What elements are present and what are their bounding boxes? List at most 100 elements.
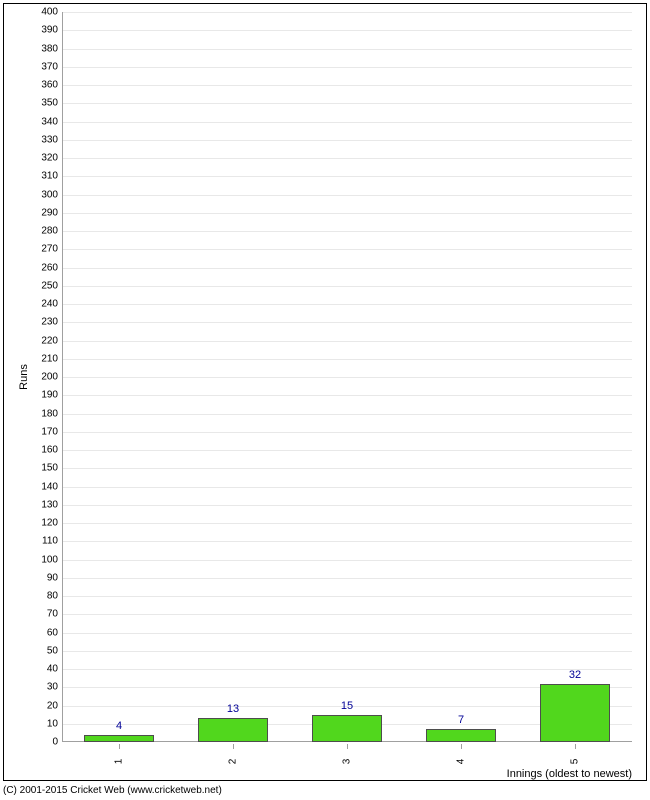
x-tick: [575, 744, 576, 749]
bar: [540, 684, 611, 742]
y-tick-label: 50: [18, 645, 58, 656]
y-tick-label: 20: [18, 700, 58, 711]
y-tick-label: 190: [18, 390, 58, 401]
y-tick-label: 240: [18, 299, 58, 310]
y-tick-label: 130: [18, 499, 58, 510]
grid-line: [63, 322, 632, 323]
y-tick-label: 360: [18, 80, 58, 91]
grid-line: [63, 414, 632, 415]
grid-line: [63, 541, 632, 542]
bar: [198, 718, 269, 742]
y-tick-label: 120: [18, 518, 58, 529]
grid-line: [63, 30, 632, 31]
bar: [312, 715, 383, 742]
grid-line: [63, 487, 632, 488]
grid-line: [63, 103, 632, 104]
y-tick-label: 310: [18, 171, 58, 182]
grid-line: [63, 85, 632, 86]
grid-line: [63, 195, 632, 196]
y-tick-label: 350: [18, 98, 58, 109]
x-tick-label: 5: [570, 752, 581, 772]
bar-value-label: 4: [116, 720, 122, 732]
grid-line: [63, 249, 632, 250]
copyright-text: (C) 2001-2015 Cricket Web (www.cricketwe…: [3, 785, 222, 796]
y-tick-label: 320: [18, 153, 58, 164]
grid-line: [63, 140, 632, 141]
x-tick: [119, 744, 120, 749]
plot-area: [62, 12, 632, 742]
grid-line: [63, 523, 632, 524]
y-tick-label: 250: [18, 280, 58, 291]
y-tick-label: 170: [18, 426, 58, 437]
grid-line: [63, 268, 632, 269]
grid-line: [63, 176, 632, 177]
grid-line: [63, 505, 632, 506]
y-tick-label: 90: [18, 572, 58, 583]
y-tick-label: 10: [18, 718, 58, 729]
y-tick-label: 60: [18, 627, 58, 638]
y-tick-label: 140: [18, 481, 58, 492]
grid-line: [63, 395, 632, 396]
bar-value-label: 32: [569, 669, 581, 681]
y-tick-label: 260: [18, 262, 58, 273]
y-tick-label: 300: [18, 189, 58, 200]
y-tick-label: 80: [18, 591, 58, 602]
grid-line: [63, 651, 632, 652]
x-tick-label: 1: [114, 752, 125, 772]
grid-line: [63, 12, 632, 13]
y-tick-label: 340: [18, 116, 58, 127]
grid-line: [63, 633, 632, 634]
grid-line: [63, 158, 632, 159]
grid-line: [63, 468, 632, 469]
bar-value-label: 7: [458, 714, 464, 726]
grid-line: [63, 669, 632, 670]
grid-line: [63, 359, 632, 360]
bar-value-label: 15: [341, 700, 353, 712]
y-tick-label: 0: [18, 737, 58, 748]
bar: [84, 735, 155, 742]
grid-line: [63, 67, 632, 68]
y-tick-label: 100: [18, 554, 58, 565]
y-tick-label: 160: [18, 445, 58, 456]
y-tick-label: 200: [18, 372, 58, 383]
grid-line: [63, 614, 632, 615]
y-tick-label: 380: [18, 43, 58, 54]
y-tick-label: 220: [18, 335, 58, 346]
grid-line: [63, 377, 632, 378]
y-tick-label: 110: [18, 536, 58, 547]
x-tick: [347, 744, 348, 749]
grid-line: [63, 578, 632, 579]
y-tick-label: 180: [18, 408, 58, 419]
x-tick-label: 3: [342, 752, 353, 772]
y-tick-label: 370: [18, 61, 58, 72]
grid-line: [63, 341, 632, 342]
y-tick-label: 30: [18, 682, 58, 693]
y-tick-label: 230: [18, 317, 58, 328]
x-tick-label: 4: [456, 752, 467, 772]
bar-value-label: 13: [227, 703, 239, 715]
y-tick-label: 70: [18, 609, 58, 620]
grid-line: [63, 122, 632, 123]
grid-line: [63, 213, 632, 214]
grid-line: [63, 304, 632, 305]
x-tick: [233, 744, 234, 749]
y-tick-label: 290: [18, 207, 58, 218]
y-tick-label: 330: [18, 134, 58, 145]
grid-line: [63, 49, 632, 50]
y-tick-label: 150: [18, 463, 58, 474]
grid-line: [63, 231, 632, 232]
x-tick-label: 2: [228, 752, 239, 772]
y-tick-label: 390: [18, 25, 58, 36]
x-tick: [461, 744, 462, 749]
y-tick-label: 280: [18, 226, 58, 237]
grid-line: [63, 432, 632, 433]
grid-line: [63, 286, 632, 287]
y-tick-label: 270: [18, 244, 58, 255]
y-tick-label: 400: [18, 7, 58, 18]
y-tick-label: 40: [18, 664, 58, 675]
grid-line: [63, 596, 632, 597]
grid-line: [63, 560, 632, 561]
bar: [426, 729, 497, 742]
grid-line: [63, 450, 632, 451]
y-tick-label: 210: [18, 353, 58, 364]
